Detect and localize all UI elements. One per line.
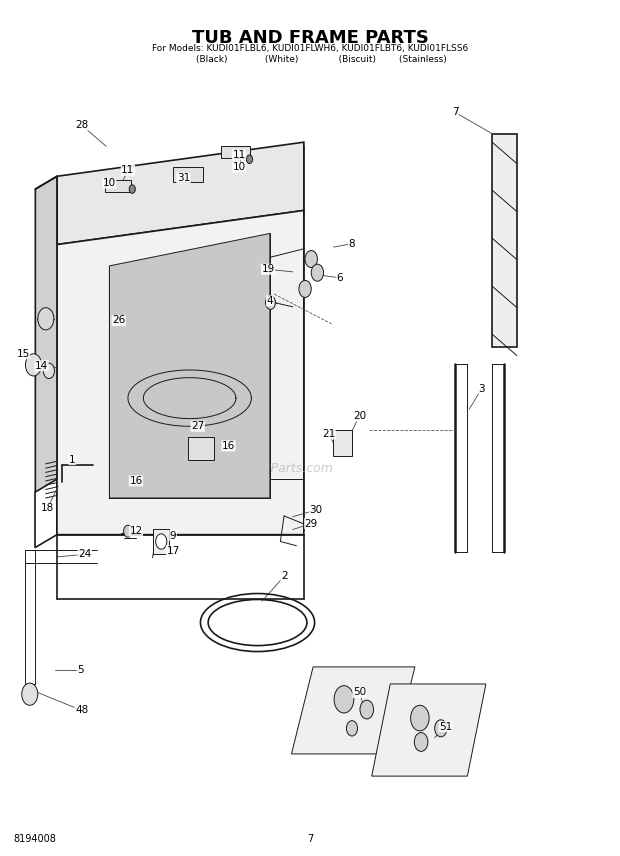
- Circle shape: [299, 281, 311, 297]
- Circle shape: [38, 307, 54, 330]
- Circle shape: [347, 721, 358, 736]
- Text: 21: 21: [322, 429, 335, 439]
- Text: 7: 7: [452, 107, 458, 117]
- FancyBboxPatch shape: [105, 180, 131, 192]
- Polygon shape: [57, 215, 304, 531]
- Text: 10: 10: [232, 162, 246, 172]
- Text: 16: 16: [130, 476, 143, 486]
- Text: 31: 31: [177, 173, 190, 183]
- Polygon shape: [492, 134, 516, 347]
- Text: 7: 7: [307, 835, 313, 844]
- Text: 16: 16: [222, 441, 235, 451]
- Text: 12: 12: [130, 526, 143, 536]
- Text: 29: 29: [304, 519, 318, 528]
- Text: 10: 10: [103, 178, 116, 188]
- Text: 1: 1: [69, 455, 76, 465]
- Circle shape: [22, 683, 38, 705]
- Polygon shape: [372, 684, 486, 776]
- Text: 5: 5: [77, 665, 84, 675]
- Circle shape: [123, 526, 132, 538]
- Text: 17: 17: [166, 546, 180, 556]
- Circle shape: [25, 354, 42, 376]
- Circle shape: [305, 251, 317, 268]
- FancyBboxPatch shape: [221, 146, 249, 158]
- Polygon shape: [109, 234, 270, 498]
- Polygon shape: [57, 211, 304, 535]
- Text: 28: 28: [75, 120, 88, 130]
- Text: 14: 14: [35, 360, 48, 371]
- Circle shape: [435, 720, 447, 737]
- Circle shape: [334, 686, 354, 713]
- Text: 6: 6: [336, 273, 343, 282]
- Polygon shape: [333, 430, 352, 456]
- Text: 30: 30: [309, 505, 323, 515]
- Text: TUB AND FRAME PARTS: TUB AND FRAME PARTS: [192, 29, 428, 47]
- Text: 26: 26: [112, 316, 125, 325]
- Circle shape: [311, 265, 324, 282]
- Text: 15: 15: [16, 348, 30, 359]
- Polygon shape: [57, 142, 304, 245]
- Text: 9: 9: [170, 531, 176, 540]
- Text: 2: 2: [281, 572, 288, 581]
- Circle shape: [43, 363, 55, 378]
- Text: (Black)             (White)              (Biscuit)        (Stainless): (Black) (White) (Biscuit) (Stainless): [173, 55, 447, 64]
- Polygon shape: [35, 176, 57, 492]
- Text: 8: 8: [348, 239, 355, 249]
- Polygon shape: [291, 667, 415, 754]
- Text: For Models: KUDI01FLBL6, KUDI01FLWH6, KUDI01FLBT6, KUDI01FLSS6: For Models: KUDI01FLBL6, KUDI01FLWH6, KU…: [152, 44, 468, 53]
- Circle shape: [414, 733, 428, 752]
- Text: 24: 24: [78, 550, 91, 559]
- Circle shape: [360, 700, 374, 719]
- Circle shape: [265, 296, 275, 309]
- Circle shape: [156, 534, 167, 550]
- Text: 19: 19: [262, 265, 275, 274]
- Text: ReplacementParts.com: ReplacementParts.com: [188, 462, 333, 475]
- Text: 20: 20: [353, 411, 366, 421]
- Circle shape: [246, 155, 252, 163]
- Text: 50: 50: [353, 687, 366, 698]
- Text: 51: 51: [439, 722, 453, 732]
- Text: 27: 27: [191, 421, 205, 431]
- Circle shape: [410, 705, 429, 731]
- Polygon shape: [57, 146, 304, 258]
- Text: 4: 4: [267, 296, 273, 306]
- Circle shape: [129, 185, 135, 193]
- FancyBboxPatch shape: [173, 167, 203, 182]
- Text: 48: 48: [75, 705, 88, 716]
- Polygon shape: [153, 529, 169, 555]
- Text: 8194008: 8194008: [14, 835, 56, 844]
- FancyBboxPatch shape: [188, 437, 214, 461]
- Text: 11: 11: [232, 150, 246, 160]
- Text: 3: 3: [478, 383, 485, 394]
- Text: 11: 11: [122, 165, 135, 175]
- Text: 18: 18: [41, 503, 55, 514]
